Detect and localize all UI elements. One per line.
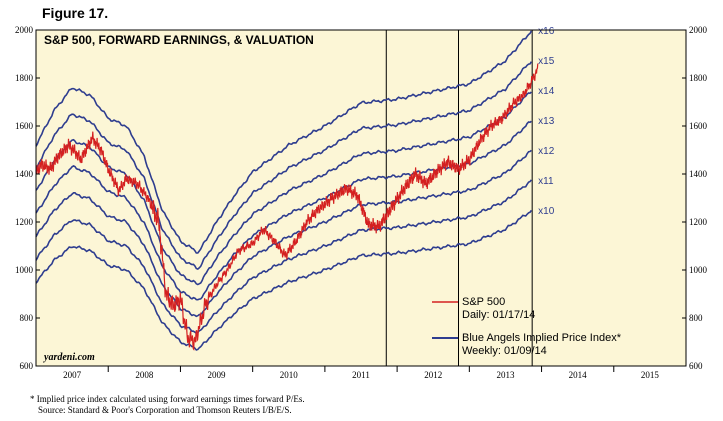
sp500-line: [35, 63, 539, 351]
chart-title: S&P 500, FORWARD EARNINGS, & VALUATION: [44, 33, 314, 47]
blue-angels-lines: x10 x11 x12 x13 x14 x15 x16: [35, 26, 555, 351]
y-tick-label-right: 1400: [689, 169, 708, 179]
blue-angels-line-x14: [35, 91, 532, 286]
multiple-label-x14: x14: [538, 86, 555, 97]
blue-angels-line-x15: [35, 61, 533, 271]
y-tick-label-left: 1800: [15, 73, 34, 83]
axis-layer: 600 600 800 800 1000 1000 1200 1200 1400 1400 1600…: [15, 25, 708, 380]
multiple-label-x11: x11: [538, 176, 554, 187]
y-tick-label-right: 1000: [689, 265, 708, 275]
watermark: yardeni.com: [43, 352, 95, 363]
x-tick-label: 2015: [641, 370, 660, 380]
x-tick-label: 2007: [63, 370, 82, 380]
multiple-label-x10: x10: [538, 206, 555, 217]
grid-layer: [385, 30, 533, 366]
y-tick-label-left: 1000: [15, 265, 34, 275]
footnote-line-1: * Implied price index calculated using f…: [30, 394, 305, 404]
x-tick-label: 2014: [569, 370, 588, 380]
blue-angels-line-x10: [35, 209, 533, 351]
y-tick-label-right: 600: [689, 361, 703, 371]
y-tick-label-right: 800: [689, 313, 703, 323]
footnote-line-2: Source: Standard & Poor's Corporation an…: [38, 405, 292, 415]
plot-background: [36, 30, 686, 366]
legend-sublabel-sp500: Daily: 01/17/14: [462, 309, 535, 321]
footnote: * Implied price index calculated using f…: [30, 394, 305, 416]
y-tick-label-left: 2000: [15, 25, 34, 35]
blue-angels-line-x16: [35, 30, 533, 254]
y-tick-label-left: 1200: [15, 217, 34, 227]
x-tick-label: 2012: [424, 370, 442, 380]
y-tick-label-right: 1600: [689, 121, 708, 131]
y-tick-label-right: 2000: [689, 25, 708, 35]
legend-label-sp500: S&P 500: [462, 296, 505, 308]
x-tick-label: 2011: [352, 370, 370, 380]
legend-label-blue_angels: Blue Angels Implied Price Index*: [462, 332, 622, 344]
y-tick-label-left: 1400: [15, 169, 34, 179]
y-tick-label-right: 1200: [689, 217, 708, 227]
y-tick-label-left: 600: [20, 361, 34, 371]
multiple-label-x15: x15: [538, 56, 555, 67]
y-tick-label-right: 1800: [689, 73, 708, 83]
x-tick-label: 2008: [135, 370, 154, 380]
multiple-label-x13: x13: [538, 116, 555, 127]
y-tick-label-left: 800: [20, 313, 34, 323]
legend-sublabel-blue_angels: Weekly: 01/09/14: [462, 345, 547, 357]
x-tick-label: 2009: [208, 370, 227, 380]
x-tick-label: 2013: [496, 370, 515, 380]
sp500-line-layer: [35, 63, 539, 351]
multiple-label-x16: x16: [538, 26, 555, 37]
x-tick-label: 2010: [280, 370, 299, 380]
y-tick-label-left: 1600: [15, 121, 34, 131]
figure-label: Figure 17.: [42, 5, 109, 21]
plot-border: [35, 29, 687, 367]
blue-angels-line-x11: [35, 179, 533, 335]
multiple-label-x12: x12: [538, 146, 555, 157]
blue-angels-line-x12: [35, 149, 532, 318]
